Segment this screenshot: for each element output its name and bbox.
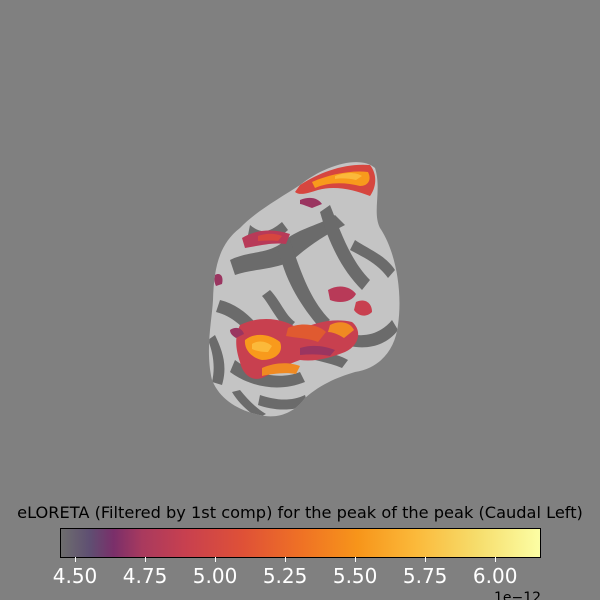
- colorbar-tick-mark: [145, 557, 147, 562]
- colorbar-exponent-label: 1e−12: [494, 590, 542, 600]
- colorbar-tick-mark: [75, 557, 76, 562]
- colorbar-tick-mark: [285, 557, 287, 562]
- colorbar-tick-label: 5.50: [332, 564, 378, 588]
- colorbar-tick-label: 4.75: [122, 564, 168, 588]
- colorbar-tick-mark: [495, 557, 497, 562]
- colorbar-tick-label: 5.00: [192, 564, 238, 588]
- colorbar-tick-label: 6.00: [472, 564, 518, 588]
- colorbar-tick-mark: [425, 557, 427, 562]
- colorbar-tick-label: 5.75: [402, 564, 448, 588]
- colorbar-title: eLORETA (Filtered by 1st comp) for the p…: [17, 503, 583, 522]
- activation-overlay: [214, 164, 376, 379]
- colorbar-tick-mark: [215, 557, 217, 562]
- brain-surface-render: [208, 162, 400, 417]
- colorbar-tick-mark: [355, 557, 357, 562]
- colorbar-tick-label: 4.50: [52, 564, 98, 588]
- activation-cluster-inferior: [236, 318, 359, 379]
- colorbar-tick-label: 5.25: [262, 564, 308, 588]
- colorbar-gradient: [60, 528, 541, 558]
